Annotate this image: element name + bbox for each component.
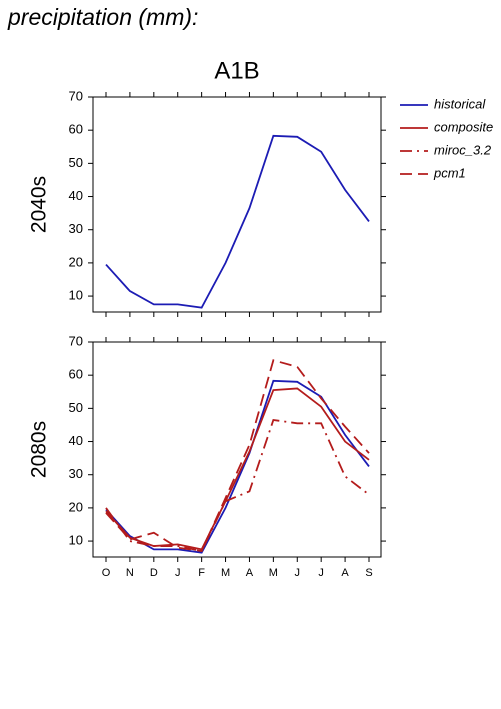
plot-frame [92, 96, 382, 313]
y-tick-label: 70 [69, 88, 83, 103]
y-tick-label: 50 [69, 400, 83, 415]
y-tick-label: 60 [69, 122, 83, 137]
plot-frame [92, 341, 382, 558]
legend-label: composite [434, 119, 493, 134]
y-tick-label: 40 [69, 188, 83, 203]
x-tick-label: A [246, 567, 254, 579]
legend-label: historical [434, 96, 486, 111]
x-tick-label: M [221, 567, 230, 579]
y-tick-label: 10 [69, 288, 83, 303]
x-tick-label: F [198, 567, 205, 579]
x-tick-label: O [102, 567, 111, 579]
legend-label: pcm1 [433, 165, 466, 180]
page-title: precipitation (mm): [7, 4, 198, 30]
x-tick-label: J [175, 567, 181, 579]
y-tick-label: 10 [69, 533, 83, 548]
y-tick-label: 60 [69, 367, 83, 382]
y-axis-label: 2040s [28, 176, 51, 233]
y-tick-label: 30 [69, 221, 83, 236]
y-tick-label: 20 [69, 499, 83, 514]
x-tick-label: N [126, 567, 134, 579]
x-tick-label: S [365, 567, 372, 579]
y-tick-label: 50 [69, 155, 83, 170]
series-line [105, 387, 370, 551]
x-tick-label: A [341, 567, 349, 579]
y-tick-label: 40 [69, 433, 83, 448]
y-tick-label: 70 [69, 333, 83, 348]
series-line [105, 134, 370, 309]
chart-title: A1B [214, 57, 259, 84]
x-tick-label: M [269, 567, 278, 579]
series-line [105, 359, 370, 553]
legend-label: miroc_3.2 [434, 142, 492, 157]
y-axis-label: 2080s [28, 421, 51, 478]
x-tick-label: D [150, 567, 158, 579]
series-line [105, 418, 370, 553]
y-tick-label: 20 [69, 254, 83, 269]
series-line [105, 379, 370, 554]
y-tick-label: 30 [69, 466, 83, 481]
x-tick-label: J [295, 567, 301, 579]
x-tick-label: J [318, 567, 324, 579]
